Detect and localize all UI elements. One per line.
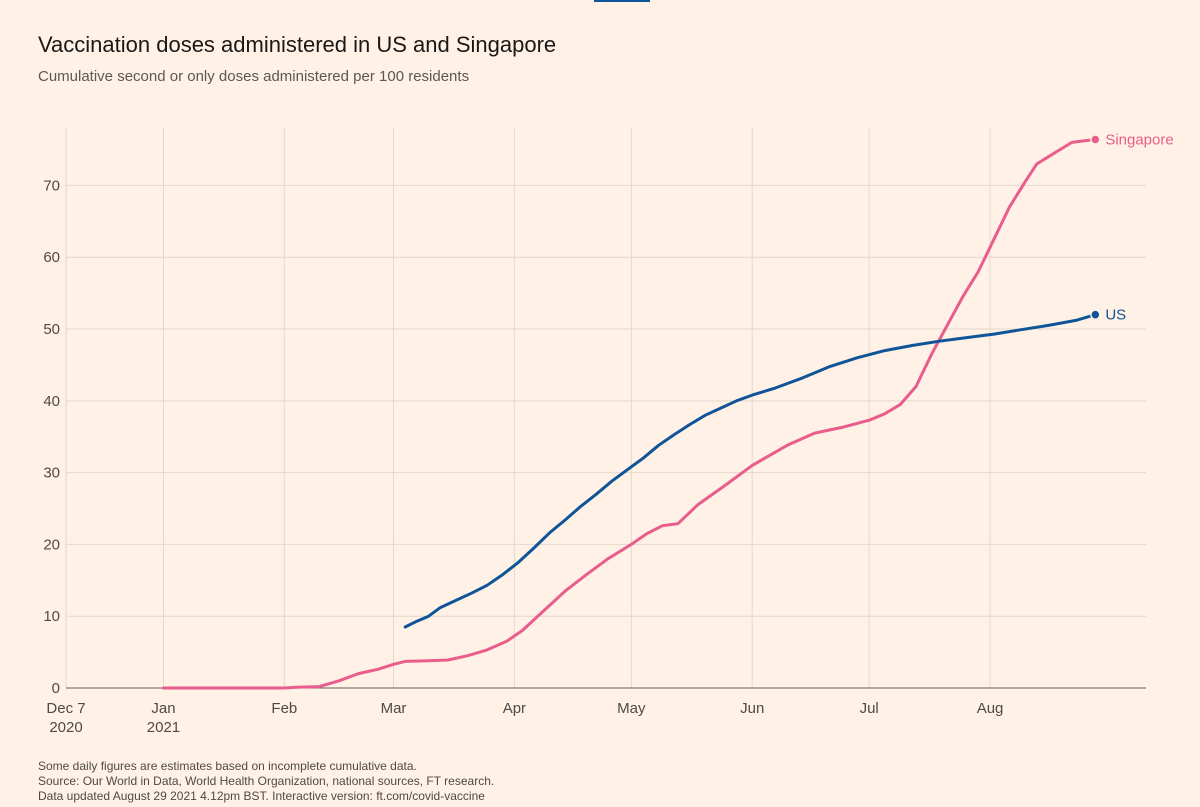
series-end-point-us: [1090, 309, 1101, 320]
x-tick-label: Dec 7: [46, 700, 85, 717]
y-tick-label: 60: [43, 249, 60, 266]
x-tick-label: Apr: [503, 700, 526, 717]
x-tick-label: May: [617, 700, 646, 717]
y-tick-label: 20: [43, 536, 60, 553]
x-tick-sublabel: 2021: [147, 719, 180, 736]
x-tick-label: Jul: [860, 700, 879, 717]
footnote-updated: Data updated August 29 2021 4.12pm BST. …: [38, 789, 485, 803]
x-tick-sublabel: 2020: [49, 719, 82, 736]
y-tick-label: 40: [43, 393, 60, 410]
series-label-us: US: [1105, 307, 1126, 324]
y-tick-label: 30: [43, 465, 60, 482]
series-end-point-singapore: [1090, 134, 1101, 145]
y-tick-label: 0: [52, 680, 60, 697]
y-tick-label: 10: [43, 608, 60, 625]
x-tick-label: Feb: [271, 700, 297, 717]
x-tick-label: Aug: [977, 700, 1004, 717]
series-line-us: [403, 313, 1097, 629]
x-tick-label: Jan: [151, 700, 175, 717]
footnotes: Some daily figures are estimates based o…: [38, 759, 494, 804]
y-tick-label: 70: [43, 177, 60, 194]
series-line-singapore: [162, 138, 1097, 690]
x-tick-label: Jun: [740, 700, 764, 717]
series-label-singapore: Singapore: [1105, 131, 1173, 148]
chart-title: Vaccination doses administered in US and…: [38, 32, 557, 57]
footnote-estimates: Some daily figures are estimates based o…: [38, 759, 417, 773]
x-tick-label: Mar: [381, 700, 407, 717]
y-tick-label: 50: [43, 321, 60, 338]
footnote-source: Source: Our World in Data, World Health …: [38, 774, 495, 788]
chart-subtitle: Cumulative second or only doses administ…: [38, 68, 470, 85]
top-accent-bar: [594, 0, 650, 2]
